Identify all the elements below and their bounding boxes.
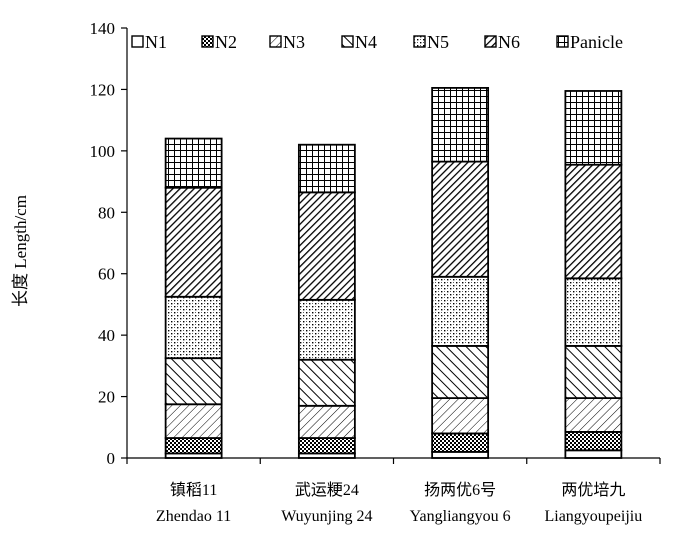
- bar-segment-n3: [431, 397, 490, 435]
- x-category-label-cn: 镇稻11: [170, 481, 217, 499]
- legend-label-n2: N2: [215, 32, 237, 52]
- legend-swatch-n5: [413, 35, 426, 48]
- x-axis: 镇稻11 Zhendao 11 武运粳24 Wuyunjing 24 扬两优6号 Yang…: [126, 457, 661, 525]
- legend-swatch-n4: [341, 35, 354, 48]
- bar-segment-n4: [564, 344, 623, 400]
- x-category-label-en: Wuyunjing 24: [281, 508, 372, 525]
- legend-label-n3: N3: [283, 32, 305, 52]
- legend-label-n4: N4: [355, 32, 377, 52]
- bar-segment-n4: [297, 358, 356, 407]
- bar-segment-n6: [431, 160, 490, 278]
- legend-swatch-n1: [131, 35, 144, 48]
- legend-label-n6: N6: [498, 32, 520, 52]
- bar-segment-n2: [564, 430, 623, 452]
- y-tick-label: 60: [98, 265, 115, 284]
- y-tick-label: 40: [98, 326, 115, 345]
- bar-segment-n2: [164, 437, 223, 455]
- bar-segment-n3: [564, 397, 623, 433]
- bar-segment-n4: [164, 357, 223, 406]
- y-axis-title: 长度 Length/cm: [11, 195, 30, 307]
- y-tick-label: 120: [90, 80, 116, 99]
- bar-segment-n3: [297, 404, 356, 439]
- bar-segment-n1: [431, 450, 490, 459]
- legend-swatch-n6: [484, 35, 497, 48]
- bar-segment-n5: [164, 295, 223, 360]
- bar-segment-panicle: [297, 143, 356, 194]
- legend-label-n5: N5: [427, 32, 449, 52]
- bar-segment-n6: [297, 191, 356, 301]
- bars: [164, 86, 623, 459]
- legend-label-n1: N1: [145, 32, 167, 52]
- y-tick-label: 80: [98, 203, 115, 222]
- y-tick-label: 140: [90, 19, 116, 38]
- x-category-label-en: Yangliangyou 6: [410, 508, 511, 525]
- bar-segment-n2: [297, 437, 356, 455]
- bar-segment-n6: [564, 163, 623, 280]
- legend-swatch-n2: [201, 35, 214, 48]
- legend-label-panicle: Panicle: [570, 32, 623, 52]
- bar-segment-n5: [431, 275, 490, 347]
- bar-segment-panicle: [164, 137, 223, 189]
- x-category-label-cn: 扬两优6号: [424, 481, 496, 499]
- bar-segment-n6: [164, 186, 223, 298]
- x-category-label-en: Liangyoupeijiu: [544, 508, 642, 525]
- bar-segment-panicle: [431, 86, 490, 163]
- y-tick-label: 0: [107, 449, 116, 468]
- legend-swatch-panicle: [556, 35, 569, 48]
- x-category-label-en: Zhendao 11: [156, 508, 231, 525]
- y-tick-label: 100: [90, 142, 116, 161]
- bar-segment-n1: [564, 449, 623, 459]
- bar-segment-n5: [564, 277, 623, 347]
- x-category-label-cn: 两优培九: [561, 481, 625, 499]
- x-category-label-cn: 武运粳24: [295, 481, 359, 499]
- bar-segment-n2: [431, 432, 490, 453]
- bar-segment-n3: [164, 403, 223, 439]
- bar-segment-panicle: [564, 90, 623, 166]
- bar-segment-n4: [431, 344, 490, 400]
- y-axis: 0 20 40 60 80 100 120 140: [90, 19, 128, 468]
- bar-segment-n5: [297, 298, 356, 361]
- y-tick-label: 20: [98, 388, 115, 407]
- legend-swatch-n3: [269, 35, 282, 48]
- legend: N1 N2 N3 N4 N5 N6 Panicle: [131, 32, 623, 52]
